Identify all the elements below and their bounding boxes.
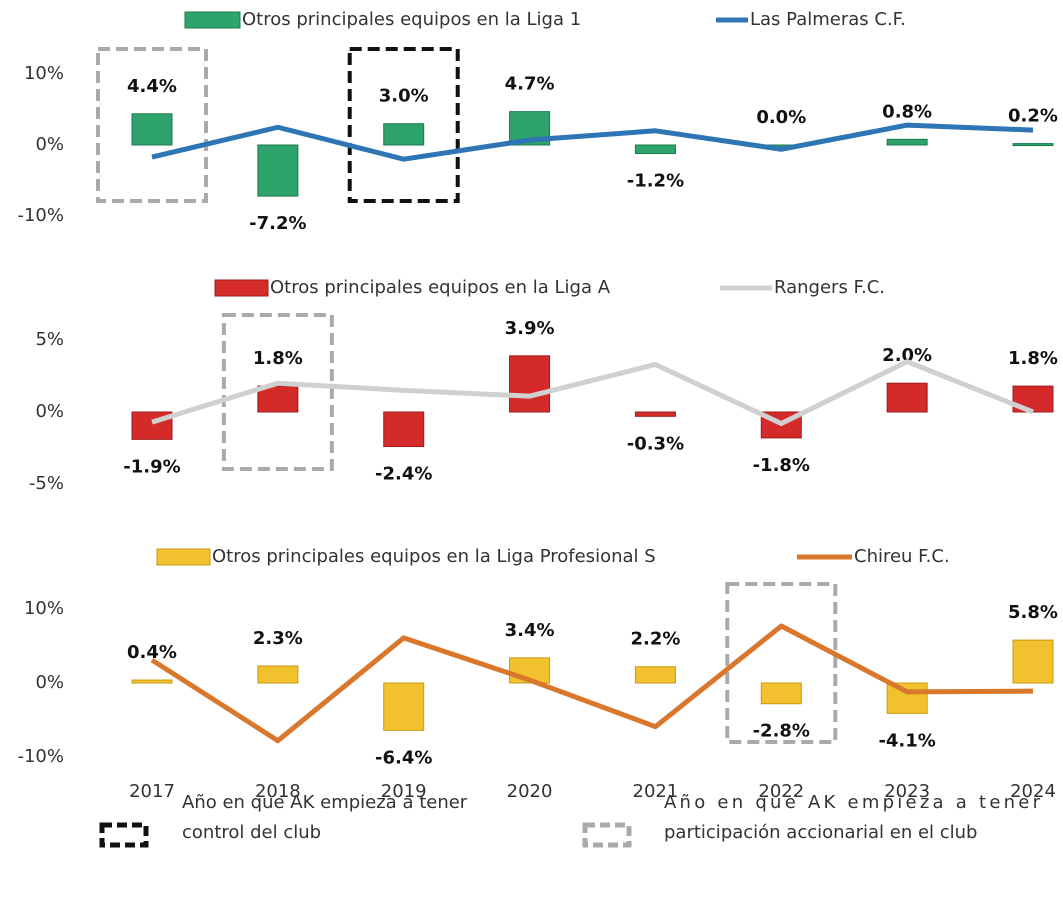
x-tick-label: 2022 — [758, 781, 804, 802]
y-tick-label: 0% — [35, 672, 64, 693]
bar — [1012, 639, 1054, 684]
x-tick-label: 2019 — [381, 781, 427, 802]
value-label: 0.8% — [882, 101, 932, 122]
legend-swatch — [214, 279, 269, 297]
legend-label: Otros principales equipos en la Liga 1 — [242, 9, 581, 30]
x-tick-label: 2020 — [507, 781, 553, 802]
legend-label: Rangers F.C. — [774, 277, 885, 298]
highlight-box — [96, 47, 208, 203]
value-label: -2.4% — [375, 464, 432, 485]
bar — [257, 385, 299, 413]
y-tick-label: 10% — [24, 63, 64, 84]
bar — [760, 682, 802, 705]
y-tick-label: 10% — [24, 598, 64, 619]
value-label: 2.2% — [630, 629, 680, 650]
value-label: -1.8% — [753, 455, 810, 476]
bar — [886, 382, 928, 413]
value-label: 1.8% — [1008, 348, 1058, 369]
highlight-box — [725, 582, 838, 744]
value-label: -6.4% — [375, 747, 432, 768]
value-label: -7.2% — [249, 213, 306, 234]
value-label: 3.4% — [505, 620, 555, 641]
value-label: 0.0% — [756, 107, 806, 128]
legend-swatch — [184, 11, 241, 29]
note-text: participación accionarial en el club — [664, 822, 977, 843]
note-text: control del club — [182, 822, 321, 843]
legend-label: Chireu F.C. — [854, 546, 950, 567]
value-label: 3.0% — [379, 86, 429, 107]
bar — [131, 679, 173, 684]
bar — [886, 682, 928, 714]
highlight-box — [221, 313, 334, 471]
value-label: 4.7% — [505, 74, 555, 95]
value-label: 2.0% — [882, 345, 932, 366]
note-text: Año en que AK empieza a tener — [664, 792, 1041, 813]
value-label: 3.9% — [505, 318, 555, 339]
value-label: 0.2% — [1008, 106, 1058, 127]
bar — [886, 138, 928, 146]
value-label: -1.2% — [627, 171, 684, 192]
note-text: Año en que AK empieza a tener — [182, 792, 468, 813]
bar — [257, 144, 299, 197]
note-icon — [582, 822, 632, 848]
value-label: 0.4% — [127, 642, 177, 663]
y-tick-label: 0% — [35, 134, 64, 155]
bar — [383, 411, 425, 448]
line — [151, 359, 1034, 427]
bar — [1012, 143, 1054, 147]
value-label: 5.8% — [1008, 602, 1058, 623]
bar — [634, 144, 676, 155]
y-tick-label: 5% — [35, 329, 64, 350]
bar — [383, 123, 425, 146]
y-tick-label: -10% — [17, 746, 64, 767]
bar — [634, 666, 676, 684]
bar — [509, 355, 551, 413]
value-label: 2.3% — [253, 628, 303, 649]
y-tick-label: -10% — [17, 205, 64, 226]
y-tick-label: -5% — [29, 473, 64, 494]
x-tick-label: 2024 — [1010, 781, 1056, 802]
value-label: -0.3% — [627, 433, 684, 454]
x-tick-label: 2018 — [255, 781, 301, 802]
bar — [634, 411, 676, 417]
legend-label: Las Palmeras C.F. — [750, 9, 906, 30]
legend-label: Otros principales equipos en la Liga Pro… — [212, 546, 656, 567]
value-label: -1.9% — [123, 456, 180, 477]
value-label: -2.8% — [753, 721, 810, 742]
y-tick-label: 0% — [35, 401, 64, 422]
highlight-box — [347, 47, 460, 203]
x-tick-label: 2017 — [129, 781, 175, 802]
note-icon — [99, 822, 149, 848]
bar — [257, 665, 299, 684]
x-tick-label: 2023 — [884, 781, 930, 802]
x-tick-label: 2021 — [633, 781, 679, 802]
value-label: 1.8% — [253, 348, 303, 369]
legend-label: Otros principales equipos en la Liga A — [270, 277, 611, 298]
bar — [131, 113, 173, 146]
bar — [383, 682, 425, 731]
value-label: -4.1% — [878, 730, 935, 751]
value-label: 4.4% — [127, 76, 177, 97]
legend-swatch — [156, 548, 211, 566]
line — [151, 122, 1034, 162]
line — [150, 623, 1034, 744]
